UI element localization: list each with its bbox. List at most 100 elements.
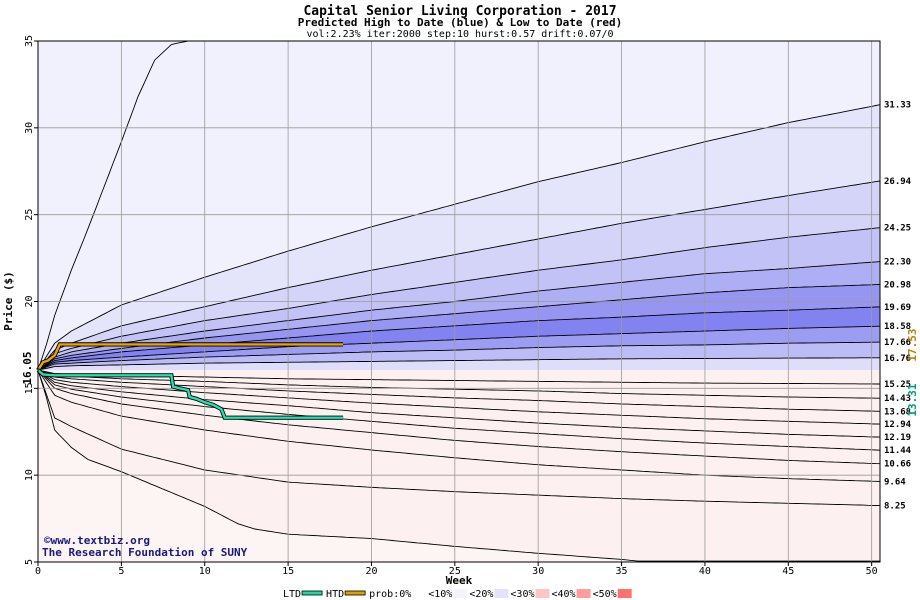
percentile-curve-2 bbox=[37, 180, 881, 371]
end-label-8.25: 8.25 bbox=[884, 502, 906, 512]
probability-bands bbox=[38, 41, 880, 562]
percentile-curve-10 bbox=[37, 369, 880, 385]
high-to-date-line bbox=[36, 343, 344, 371]
end-label-13.68: 13.68 bbox=[884, 407, 911, 417]
percentile-curve-9 bbox=[37, 357, 880, 371]
x-tick-label-35: 35 bbox=[616, 566, 628, 577]
legend-swatch-2 bbox=[412, 589, 427, 598]
end-label-9.64: 9.64 bbox=[884, 477, 906, 487]
y-tick-label-25: 25 bbox=[24, 209, 35, 221]
percentile-curve-7 bbox=[37, 325, 881, 371]
percentile-curve-11 bbox=[37, 369, 880, 399]
start-price-label: 16.05 bbox=[21, 351, 34, 384]
upper-band-9 bbox=[38, 357, 880, 371]
percentile-curve-19 bbox=[37, 369, 880, 562]
upper-band-0 bbox=[38, 41, 880, 371]
y-axis-label: Price ($) bbox=[2, 271, 15, 331]
end-label-20.98: 20.98 bbox=[884, 280, 911, 290]
legend-label-3: <10% bbox=[428, 589, 452, 600]
legend-label-5: <30% bbox=[510, 589, 534, 600]
chart-subtitle: Predicted High to Date (blue) & Low to D… bbox=[298, 16, 623, 29]
upper-band-2 bbox=[38, 181, 880, 371]
x-axis-label: Week bbox=[446, 574, 473, 587]
x-tick-label-40: 40 bbox=[699, 566, 711, 577]
upper-band-4 bbox=[38, 261, 880, 371]
percentile-curve-14 bbox=[37, 369, 881, 438]
x-tick-label-25: 25 bbox=[449, 566, 461, 577]
percentile-curve-8 bbox=[37, 341, 881, 371]
end-labels: 31.33 26.94 24.25 22.30 20.98 19.69 18.58 17.66… bbox=[884, 101, 912, 512]
percentile-curves bbox=[37, 40, 881, 562]
percentile-curve-3 bbox=[37, 227, 881, 371]
credit-line-2: The Research Foundation of SUNY bbox=[42, 546, 248, 559]
end-label-15.25: 15.25 bbox=[884, 380, 911, 390]
upper-band-6 bbox=[38, 306, 880, 371]
legend: LTD HTD prob:0% <10% <20% <30% <40% <50% bbox=[283, 589, 632, 600]
x-tick-label-5: 5 bbox=[118, 566, 124, 577]
end-label-22.30: 22.30 bbox=[884, 258, 911, 268]
upper-band-8 bbox=[38, 342, 880, 371]
credit-line-1: ©www.textbiz.org bbox=[44, 534, 150, 547]
end-label-10.66: 10.66 bbox=[884, 460, 911, 470]
end-label-14.43: 14.43 bbox=[884, 394, 911, 404]
low-to-date-label: 13.31 bbox=[906, 383, 919, 416]
legend-label-7: <50% bbox=[593, 589, 617, 600]
x-tick-label-10: 10 bbox=[199, 566, 211, 577]
end-label-18.58: 18.58 bbox=[884, 322, 911, 332]
y-tick-label-20: 20 bbox=[24, 295, 35, 307]
x-tick-label-0: 0 bbox=[35, 566, 41, 577]
end-label-12.94: 12.94 bbox=[884, 420, 912, 430]
legend-swatch-6 bbox=[576, 589, 591, 598]
legend-swatch-4 bbox=[494, 589, 509, 598]
end-label-31.33: 31.33 bbox=[884, 101, 911, 111]
y-tick-label-10: 10 bbox=[24, 469, 35, 481]
x-tick-label-20: 20 bbox=[365, 566, 377, 577]
y-tick-label-15: 15 bbox=[24, 382, 35, 394]
percentile-curve-18 bbox=[37, 369, 881, 507]
chart-params: vol:2.23% iter:2000 step:10 hurst:0.57 d… bbox=[306, 29, 613, 40]
end-label-26.94: 26.94 bbox=[884, 177, 912, 187]
x-tick-label-30: 30 bbox=[532, 566, 544, 577]
high-to-date-label: 17.53 bbox=[906, 328, 919, 361]
percentile-curve-4 bbox=[37, 261, 881, 371]
upper-band-outer bbox=[38, 41, 880, 371]
x-tick-label-50: 50 bbox=[866, 566, 878, 577]
legend-swatch-7 bbox=[617, 589, 632, 598]
legend-line-1 bbox=[344, 590, 366, 596]
upper-band-3 bbox=[38, 227, 880, 371]
legend-label-2: prob:0% bbox=[369, 589, 411, 600]
end-label-16.76: 16.76 bbox=[884, 354, 911, 364]
legend-label-1: HTD bbox=[326, 589, 344, 600]
percentile-curve-15 bbox=[37, 369, 881, 451]
end-label-11.44: 11.44 bbox=[884, 446, 912, 456]
x-tick-label-45: 45 bbox=[782, 566, 794, 577]
legend-label-0: LTD bbox=[283, 589, 301, 600]
y-tick-label-30: 30 bbox=[24, 122, 35, 134]
low-to-date-line bbox=[37, 369, 344, 419]
end-label-17.66: 17.66 bbox=[884, 338, 911, 348]
y-tick-label-5: 5 bbox=[24, 559, 35, 565]
x-tick-label-15: 15 bbox=[282, 566, 294, 577]
legend-swatch-5 bbox=[535, 589, 550, 598]
legend-line-0 bbox=[301, 590, 323, 596]
end-label-12.19: 12.19 bbox=[884, 433, 911, 443]
to-date-lines bbox=[36, 342, 344, 420]
legend-label-4: <20% bbox=[469, 589, 493, 600]
percentile-curve-6 bbox=[37, 306, 881, 371]
chart-title: Capital Senior Living Corporation - 2017 bbox=[303, 4, 616, 19]
percentile-curve-17 bbox=[37, 369, 881, 482]
percentile-curve-13 bbox=[37, 369, 881, 425]
y-tick-label-35: 35 bbox=[24, 35, 35, 47]
grid-lines bbox=[38, 41, 880, 562]
percentile-curve-12 bbox=[37, 369, 881, 412]
percentile-curve-5 bbox=[37, 284, 881, 371]
upper-band-1 bbox=[38, 104, 880, 371]
legend-label-6: <40% bbox=[552, 589, 576, 600]
upper-band-7 bbox=[38, 326, 880, 371]
percentile-curve-16 bbox=[37, 369, 881, 465]
percentile-curve-1 bbox=[37, 104, 881, 371]
end-label-19.69: 19.69 bbox=[884, 303, 911, 313]
upper-band-5 bbox=[38, 284, 880, 371]
